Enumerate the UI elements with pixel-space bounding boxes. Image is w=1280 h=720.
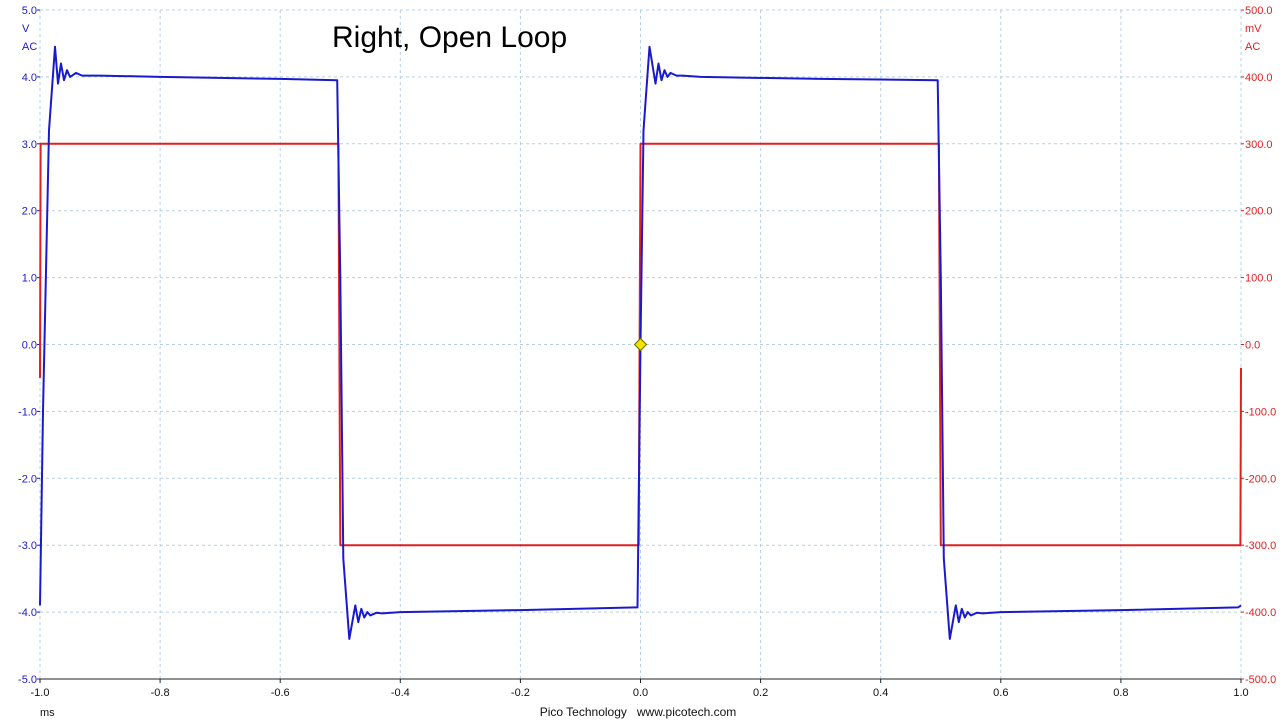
chart-title: Right, Open Loop [332,21,567,54]
y-left-tick-label: -3.0 [18,540,37,552]
y-left-tick-label: 0.0 [22,340,37,352]
y-left-tick-label: 1.0 [22,273,37,285]
series-line-blue [39,45,1242,640]
y-right-tick-label: -500.0 [1245,674,1276,686]
x-tick-label: 0.2 [753,687,768,699]
y-right-tick-label: -400.0 [1245,607,1276,619]
y-right-tick-label: 100.0 [1245,273,1273,285]
y-right-tick-label: -200.0 [1245,473,1276,485]
trigger-marker-layer [633,337,648,352]
y-left-axis: 5.0 4.0 3.0 2.0 1.0 0.0 -1.0 -2.0 -3.0 -4.0 -5.0 [18,5,40,686]
y-left-tick-label: -5.0 [18,674,37,686]
x-tick-label: 0.0 [633,687,648,699]
x-tick-label: -0.6 [271,687,290,699]
y-right-axis: 500.0 400.0 300.0 200.0 100.0 0.0 -100.0 -200.0… [1241,5,1276,686]
trigger-marker-diamond[interactable] [633,337,648,352]
y-left-unit: V [22,23,30,35]
y-left-tick-label: -2.0 [18,473,37,485]
x-tick-label: 0.6 [993,687,1008,699]
y-left-tick-label: 2.0 [22,206,37,218]
y-right-coupling: AC [1245,41,1260,53]
x-axis: -1.0 -0.8 -0.6 -0.4 -0.2 0.0 0.2 0.4 0.6 0.8 1.0 [31,679,1249,699]
x-axis-unit: ms [40,707,55,719]
y-left-coupling: AC [22,41,37,53]
x-tick-label: -0.8 [151,687,170,699]
x-tick-label: -1.0 [31,687,50,699]
y-right-unit: mV [1245,23,1262,35]
y-left-tick-label: -4.0 [18,607,37,619]
y-right-tick-label: -100.0 [1245,406,1276,418]
x-tick-label: -0.2 [511,687,530,699]
y-right-tick-label: 0.0 [1245,340,1260,352]
y-right-tick-label: -300.0 [1245,540,1276,552]
y-right-tick-label: 300.0 [1245,139,1273,151]
footer-credit: Pico Technology www.picotech.com [540,705,737,719]
y-left-tick-label: 5.0 [22,5,37,17]
x-tick-label: 1.0 [1233,687,1248,699]
y-right-tick-label: 500.0 [1245,5,1273,17]
y-left-tick-label: 3.0 [22,139,37,151]
x-tick-label: -0.4 [391,687,410,699]
x-tick-label: 0.8 [1113,687,1128,699]
x-tick-label: 0.4 [873,687,888,699]
y-right-tick-label: 400.0 [1245,72,1273,84]
y-right-tick-label: 200.0 [1245,206,1273,218]
y-left-tick-label: 4.0 [22,72,37,84]
y-left-tick-label: -1.0 [18,406,37,418]
